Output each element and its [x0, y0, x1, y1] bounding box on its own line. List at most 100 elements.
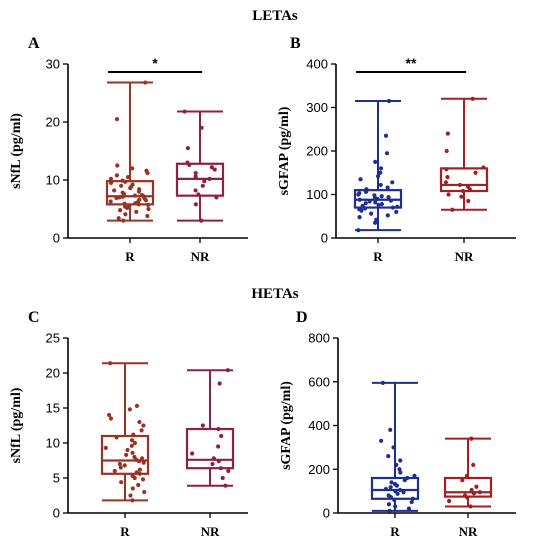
data-point	[144, 168, 149, 173]
data-point	[445, 131, 450, 136]
data-point	[372, 193, 377, 198]
panel-letter: C	[28, 309, 40, 326]
x-tick-label: NR	[201, 524, 220, 539]
data-point	[117, 461, 122, 467]
box-NR	[185, 368, 235, 488]
data-point	[103, 445, 108, 450]
data-point	[185, 160, 190, 165]
data-point	[459, 194, 464, 199]
x-tick-label: R	[373, 249, 383, 264]
data-point	[457, 182, 462, 188]
data-point	[216, 459, 221, 464]
data-point	[139, 456, 145, 461]
data-point	[116, 216, 121, 221]
data-point	[128, 493, 133, 498]
data-point	[130, 498, 135, 503]
data-point	[444, 148, 449, 154]
y-tick-label: 200	[306, 144, 328, 159]
data-point	[142, 489, 147, 495]
data-point	[412, 473, 417, 478]
data-point	[143, 80, 148, 85]
data-point	[392, 482, 398, 487]
data-point	[130, 486, 135, 491]
data-point	[406, 506, 412, 511]
data-point	[471, 491, 477, 496]
data-point	[469, 487, 474, 493]
data-point	[199, 218, 204, 223]
data-point	[200, 423, 205, 428]
y-axis-label: sNfL (pg/ml)	[9, 113, 24, 189]
data-point	[134, 209, 139, 214]
data-point	[212, 167, 217, 172]
data-point	[119, 480, 124, 485]
data-point	[196, 192, 201, 197]
data-point	[114, 173, 119, 178]
y-tick-label: 20	[46, 366, 60, 381]
data-point	[124, 452, 129, 457]
data-point	[357, 207, 362, 212]
data-point	[193, 188, 198, 193]
data-point	[390, 180, 395, 185]
data-point	[379, 201, 384, 207]
x-tick-label: NR	[459, 524, 478, 539]
data-point	[397, 467, 402, 472]
data-point	[466, 198, 471, 204]
data-point	[446, 192, 451, 197]
data-point	[462, 493, 468, 498]
data-point	[132, 454, 137, 460]
data-point	[378, 166, 384, 171]
data-point	[225, 368, 231, 373]
data-point	[385, 213, 390, 218]
data-point	[473, 170, 478, 175]
data-point	[134, 403, 140, 408]
box-R	[105, 80, 155, 223]
data-point	[119, 183, 124, 188]
y-tick-label: 600	[308, 374, 330, 389]
data-point	[226, 468, 231, 474]
box-R	[100, 361, 150, 503]
box-iqr	[439, 167, 489, 193]
y-tick-label: 100	[306, 187, 328, 202]
data-point	[118, 465, 123, 470]
data-point	[216, 444, 221, 449]
box-iqr	[443, 476, 493, 498]
data-point	[137, 187, 142, 192]
data-point	[474, 484, 479, 489]
x-tick-label: NR	[191, 249, 210, 264]
data-point	[193, 170, 198, 176]
data-point	[460, 478, 465, 483]
data-point	[108, 416, 114, 421]
data-point	[219, 433, 224, 439]
data-point	[115, 163, 120, 168]
y-tick-label: 5	[53, 471, 60, 486]
significance-label: **	[406, 55, 417, 71]
data-point	[122, 463, 127, 468]
data-point	[127, 407, 132, 412]
data-point	[216, 426, 221, 432]
y-tick-label: 25	[46, 331, 60, 346]
data-point	[145, 213, 150, 219]
data-point	[185, 146, 191, 151]
data-point	[393, 504, 398, 509]
y-tick-label: 15	[46, 401, 60, 416]
box-iqr	[185, 427, 235, 470]
data-point	[137, 419, 142, 425]
data-point	[388, 485, 393, 490]
y-tick-label: 0	[53, 231, 60, 246]
panel-B: B 0 100 200 300 400 sGFAP (pg/ml) R NR **	[277, 35, 516, 264]
box-NR	[439, 96, 489, 212]
data-point	[387, 508, 392, 513]
data-point	[220, 475, 225, 481]
panel-D: D 0 200 400 600 800 sGFAP (pg/ml) R NR	[279, 309, 516, 539]
data-point	[386, 195, 391, 200]
data-point	[210, 461, 215, 467]
significance-label: *	[152, 55, 158, 71]
data-point	[112, 188, 117, 193]
data-point	[120, 190, 125, 195]
data-point	[137, 467, 142, 472]
box-iqr	[100, 434, 150, 475]
data-point	[130, 166, 135, 171]
data-point	[386, 98, 392, 104]
data-point	[114, 435, 119, 440]
